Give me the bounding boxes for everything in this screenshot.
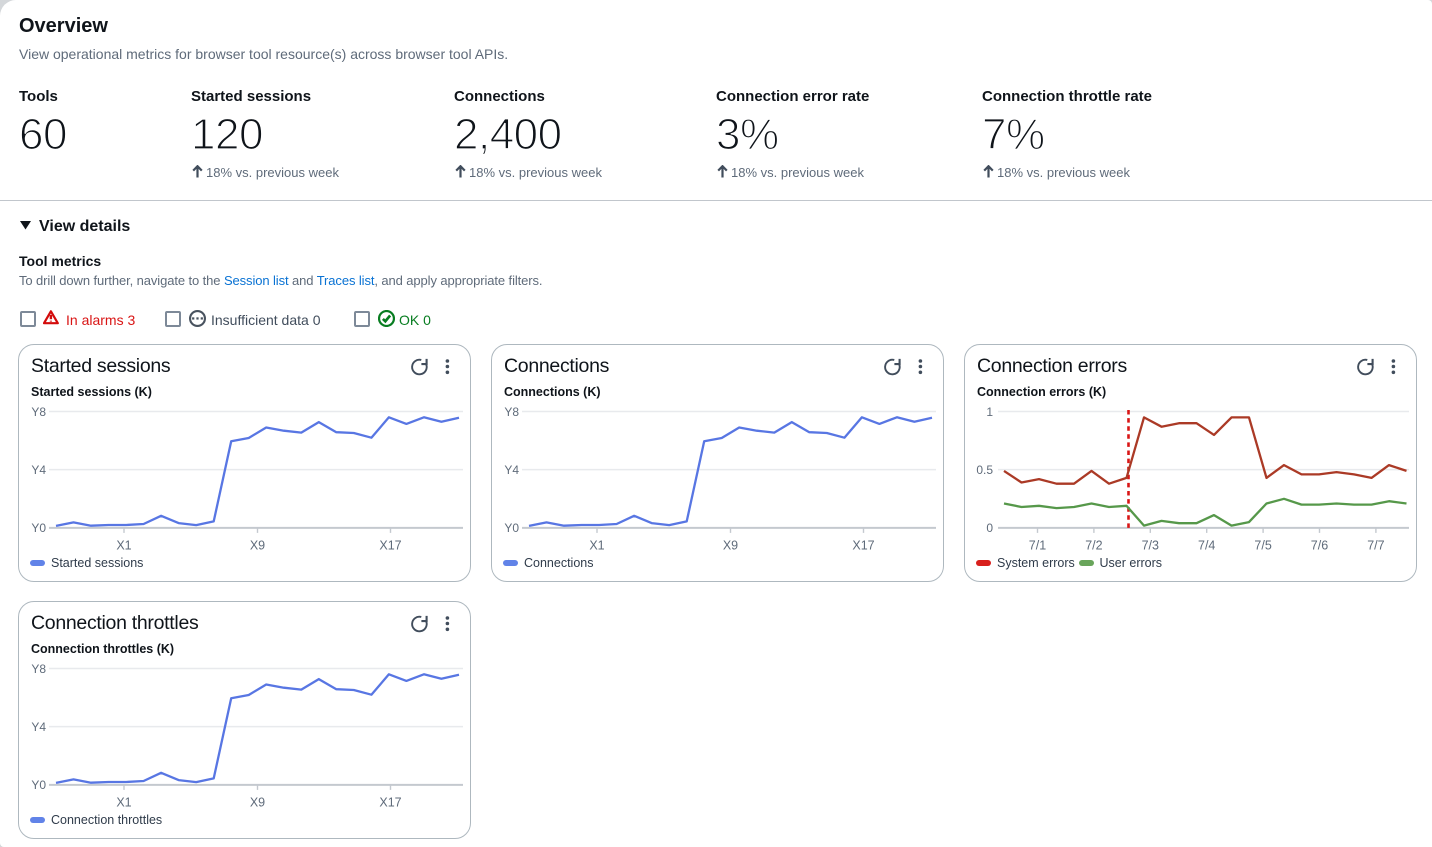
svg-text:7/2: 7/2 <box>1085 539 1102 553</box>
svg-text:7/4: 7/4 <box>1198 539 1215 553</box>
svg-text:Y8: Y8 <box>31 405 46 419</box>
svg-text:Y4: Y4 <box>504 463 519 477</box>
svg-text:X17: X17 <box>379 796 401 810</box>
svg-text:7/6: 7/6 <box>1311 539 1328 553</box>
svg-text:X17: X17 <box>379 539 401 553</box>
svg-text:Y4: Y4 <box>31 463 46 477</box>
svg-text:7/3: 7/3 <box>1142 539 1159 553</box>
svg-text:7/7: 7/7 <box>1367 539 1384 553</box>
svg-text:X1: X1 <box>116 796 131 810</box>
svg-text:Y0: Y0 <box>31 778 46 792</box>
svg-text:X17: X17 <box>852 539 874 553</box>
svg-text:0: 0 <box>986 521 993 535</box>
svg-text:7/5: 7/5 <box>1254 539 1271 553</box>
svg-text:Y4: Y4 <box>31 720 46 734</box>
svg-text:Y8: Y8 <box>31 662 46 676</box>
svg-text:X1: X1 <box>589 539 604 553</box>
svg-text:X9: X9 <box>723 539 738 553</box>
svg-text:X9: X9 <box>250 796 265 810</box>
svg-text:X9: X9 <box>250 539 265 553</box>
svg-text:Y0: Y0 <box>504 521 519 535</box>
svg-text:Y0: Y0 <box>31 521 46 535</box>
svg-text:7/1: 7/1 <box>1029 539 1046 553</box>
svg-text:Y8: Y8 <box>504 405 519 419</box>
svg-text:0.5: 0.5 <box>976 463 993 477</box>
svg-text:X1: X1 <box>116 539 131 553</box>
svg-text:1: 1 <box>986 405 993 419</box>
